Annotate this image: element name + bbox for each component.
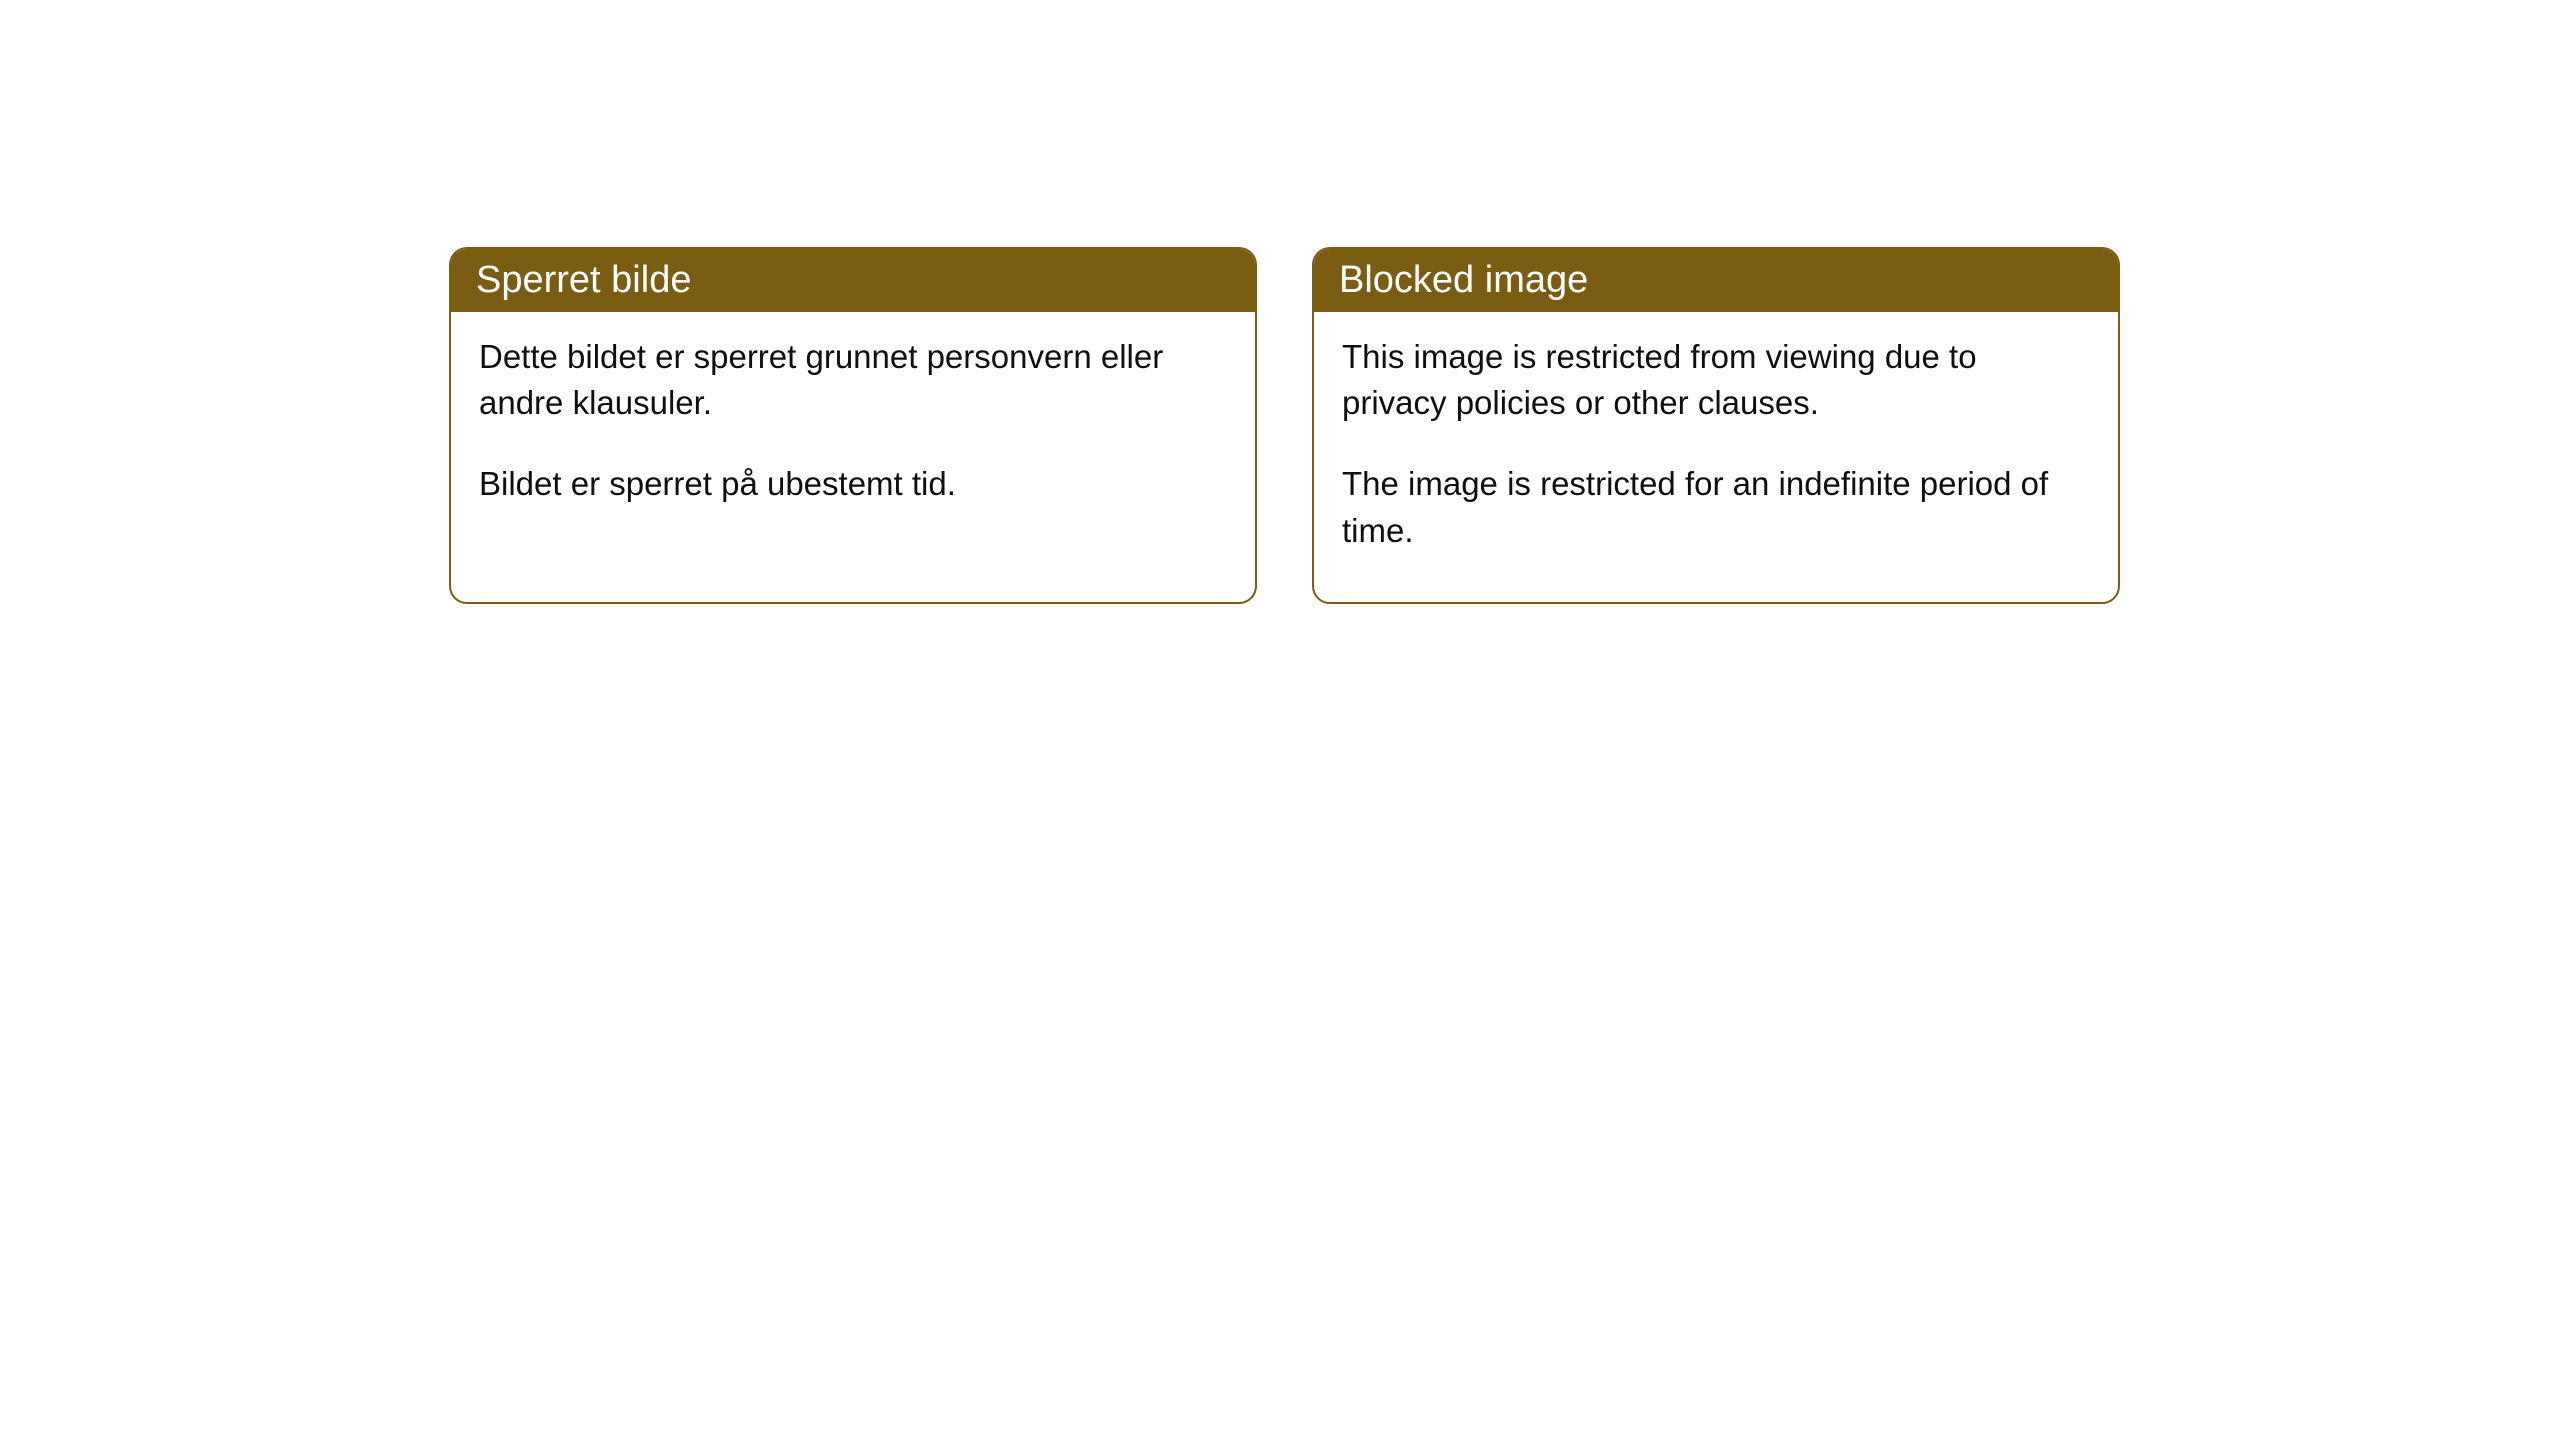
card-body: This image is restricted from viewing du…	[1314, 312, 2118, 602]
card-header: Sperret bilde	[451, 249, 1255, 312]
card-paragraph: Bildet er sperret på ubestemt tid.	[479, 461, 1227, 507]
card-paragraph: Dette bildet er sperret grunnet personve…	[479, 334, 1227, 426]
card-header: Blocked image	[1314, 249, 2118, 312]
card-paragraph: This image is restricted from viewing du…	[1342, 334, 2090, 426]
card-paragraph: The image is restricted for an indefinit…	[1342, 461, 2090, 553]
card-body: Dette bildet er sperret grunnet personve…	[451, 312, 1255, 556]
blocked-image-card-english: Blocked image This image is restricted f…	[1312, 247, 2120, 604]
cards-container: Sperret bilde Dette bildet er sperret gr…	[449, 247, 2120, 604]
blocked-image-card-norwegian: Sperret bilde Dette bildet er sperret gr…	[449, 247, 1257, 604]
card-title: Sperret bilde	[476, 259, 691, 301]
card-title: Blocked image	[1339, 259, 1588, 301]
